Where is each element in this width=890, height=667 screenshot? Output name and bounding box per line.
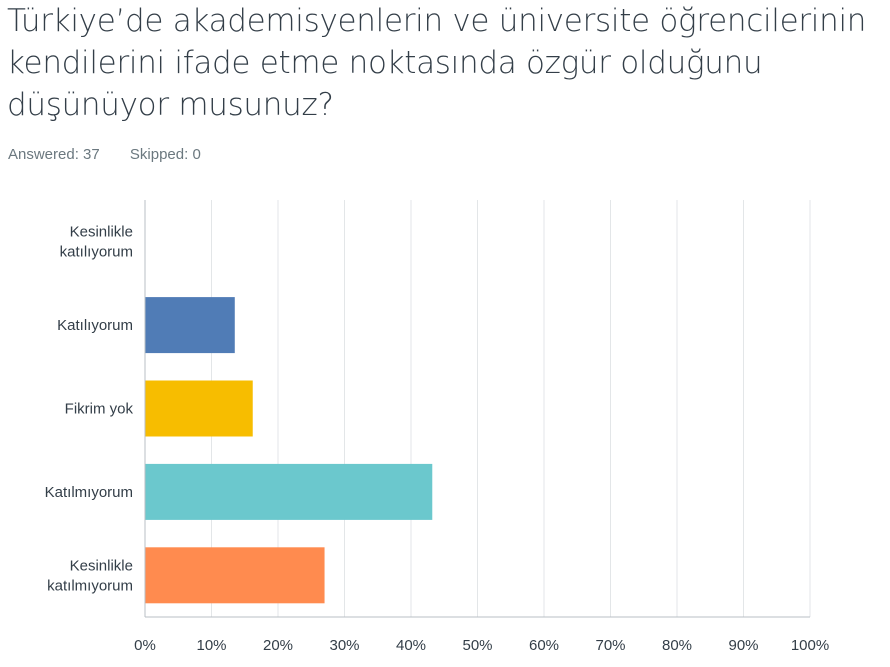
bar (145, 547, 325, 604)
x-tick-label: 20% (263, 637, 293, 654)
x-tick-labels: 0% 10% 20% 30% 40% 50% 60% 70% 80% 90% 100% (134, 637, 829, 654)
skipped-count: Skipped: 0 (129, 146, 201, 163)
category-label: Fikrim yok (65, 401, 134, 418)
x-tick-label: 90% (728, 637, 758, 654)
bar (145, 463, 433, 520)
category-labels: Kesinlikle katılıyorum Katılıyorum Fikrim y… (45, 224, 134, 595)
category-label: Katılıyorum (57, 317, 133, 334)
category-label: katılmıyorum (47, 577, 133, 594)
bar (145, 380, 253, 437)
x-tick-label: 40% (396, 637, 426, 654)
category-label: Kesinlikle (70, 224, 133, 241)
x-tick-label: 0% (134, 637, 156, 654)
category-label: katılıyorum (60, 244, 133, 261)
category-label: Katılmıyorum (45, 484, 133, 501)
x-tick-label: 70% (595, 637, 625, 654)
question-title: Türkiye’de akademisyenlerin ve üniversit… (7, 3, 867, 123)
bars (145, 297, 433, 604)
answered-count: Answered: 37 (8, 146, 100, 163)
response-stats: Answered: 37 Skipped: 0 (8, 146, 227, 163)
x-tick-label: 50% (462, 637, 492, 654)
x-tick-label: 60% (529, 637, 559, 654)
bar (145, 297, 235, 354)
x-tick-label: 30% (329, 637, 359, 654)
category-label: Kesinlikle (70, 557, 133, 574)
x-tick-label: 100% (791, 637, 829, 654)
x-tick-label: 80% (662, 637, 692, 654)
x-tick-label: 10% (196, 637, 226, 654)
